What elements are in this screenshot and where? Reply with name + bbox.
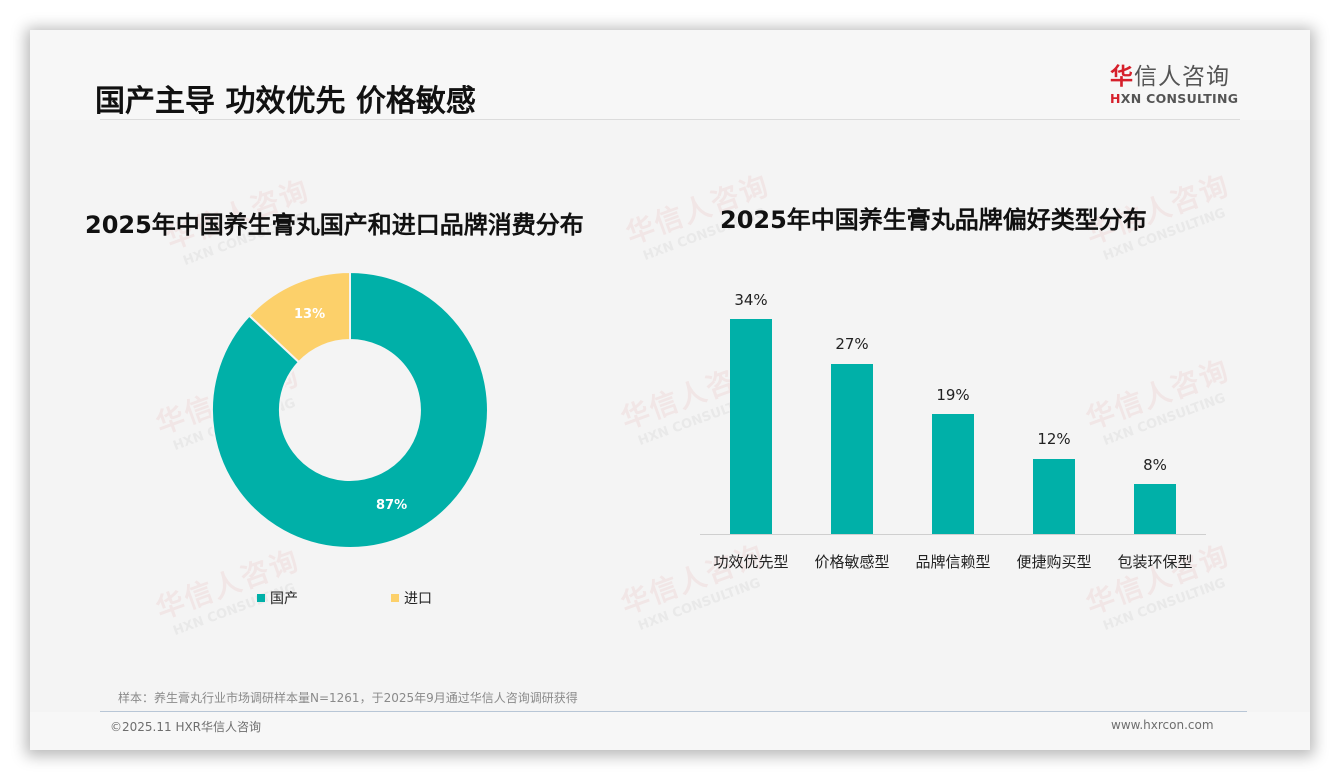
bar-5 (1134, 484, 1176, 534)
website-link[interactable]: www.hxrcon.com (1111, 718, 1214, 732)
bar-1 (730, 319, 772, 534)
bar-category-5: 包装环保型 (1117, 553, 1193, 571)
legend-item-import: 进口 (391, 588, 432, 608)
bar-value-1: 34% (734, 291, 768, 309)
donut-chart: 13% 87% (210, 270, 490, 550)
logo-english: HXN CONSULTING (1110, 91, 1239, 106)
bar-category-1: 功效优先型 (713, 553, 789, 571)
donut-chart-title: 2025年中国养生膏丸国产和进口品牌消费分布 (85, 211, 584, 239)
bar-chart-title: 2025年中国养生膏丸品牌偏好类型分布 (720, 206, 1147, 234)
bar-2 (831, 364, 873, 534)
donut-slice-import (247, 270, 351, 364)
footer-divider (100, 711, 1247, 712)
donut-label-domestic: 87% (376, 498, 408, 513)
title-divider (100, 119, 1240, 120)
logo-chinese: 华信人咨询 (1110, 64, 1230, 90)
sample-note: 样本：养生膏丸行业市场调研样本量N=1261，于2025年9月通过华信人咨询调研… (118, 691, 578, 705)
bar-category-2: 价格敏感型 (814, 553, 890, 571)
donut-svg (210, 270, 489, 549)
page-title: 国产主导 功效优先 价格敏感 (95, 84, 476, 119)
footer-band (30, 712, 1310, 750)
bar-category-3: 品牌信赖型 (915, 553, 991, 571)
legend-swatch-yellow (391, 594, 399, 602)
slide: 国产主导 功效优先 价格敏感 华信人咨询 HXN CONSULTING 华信人咨… (30, 30, 1310, 750)
bar-4 (1033, 459, 1075, 534)
company-logo: 华信人咨询 HXN CONSULTING (1110, 64, 1250, 114)
bar-value-4: 12% (1037, 430, 1071, 448)
header-band (30, 30, 1310, 120)
donut-slice-domestic (210, 270, 489, 549)
bar-chart: 34% 功效优先型 27% 价格敏感型 19% 品牌信赖型 12% 便捷购买型 … (700, 280, 1206, 580)
bar-3 (932, 414, 974, 534)
bar-category-4: 便捷购买型 (1016, 553, 1092, 571)
donut-label-import: 13% (294, 307, 326, 322)
legend-item-domestic: 国产 (257, 588, 298, 608)
legend-swatch-teal (257, 594, 265, 602)
x-axis-line (700, 534, 1206, 535)
bar-value-3: 19% (936, 386, 970, 404)
copyright-text: ©2025.11 HXR华信人咨询 (110, 720, 262, 734)
bar-value-2: 27% (835, 335, 869, 353)
bar-value-5: 8% (1143, 456, 1167, 474)
